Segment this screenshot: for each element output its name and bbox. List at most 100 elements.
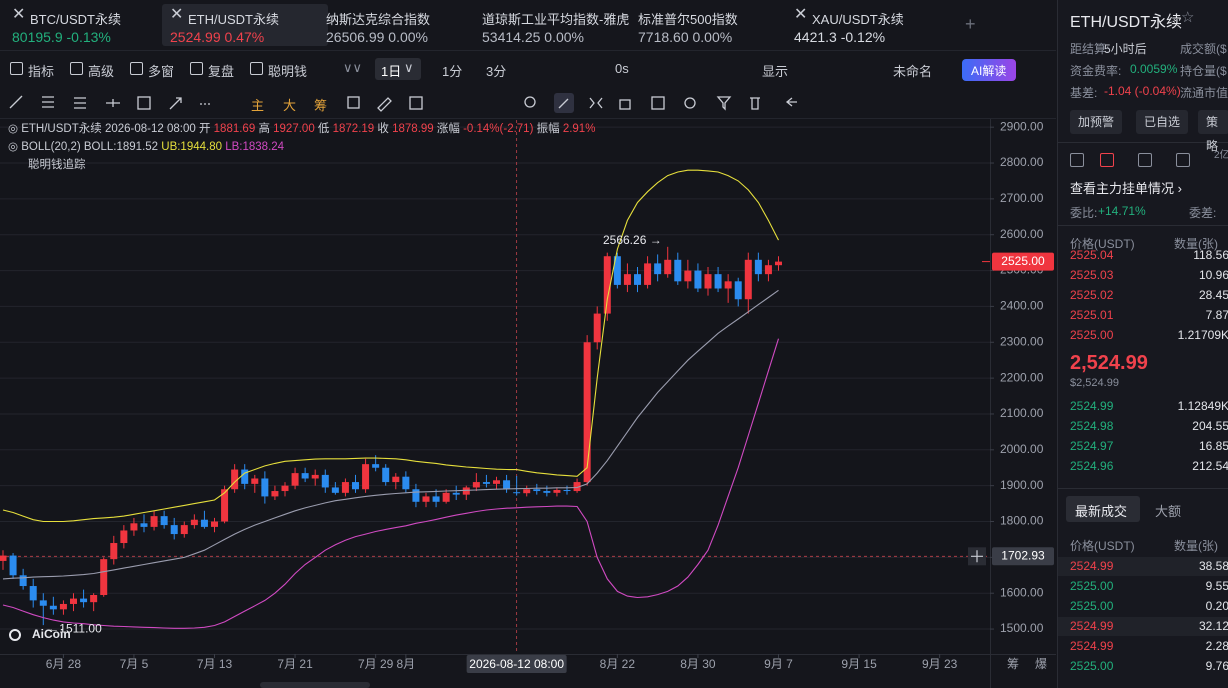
toolbar-item[interactable]: 指标 bbox=[28, 64, 55, 79]
field-value: 1878.99 bbox=[392, 123, 434, 135]
tool-rect[interactable] bbox=[137, 96, 151, 110]
panel-tab-icon[interactable] bbox=[1070, 153, 1084, 167]
tool-filter[interactable] bbox=[716, 96, 732, 111]
scrollbar[interactable] bbox=[260, 682, 370, 688]
ticker[interactable]: 纳斯达克综合指数 26506.99 0.00% bbox=[318, 4, 480, 46]
tool-a[interactable] bbox=[347, 96, 360, 109]
candle-body bbox=[271, 491, 279, 497]
ticker-price: 4421.3 -0.12% bbox=[794, 29, 885, 45]
field-label: 开 bbox=[198, 123, 211, 135]
ratio-value: +14.71% bbox=[1098, 204, 1146, 218]
trade-price: 2525.00 bbox=[1070, 659, 1114, 673]
layout-name[interactable]: 未命名 bbox=[893, 64, 933, 79]
candle-body bbox=[341, 482, 349, 493]
candle-body bbox=[754, 259, 762, 275]
drawing-tool[interactable]: 主 bbox=[251, 98, 265, 113]
interval[interactable]: 3分 bbox=[486, 64, 507, 79]
ask-row-qty: 10.96 bbox=[1198, 268, 1228, 282]
y-tick-label: 2200.00 bbox=[1000, 370, 1044, 384]
y-tick-label: 2100.00 bbox=[1000, 406, 1044, 420]
candle-body bbox=[362, 464, 370, 490]
ask-row-price: 2525.00 bbox=[1070, 328, 1114, 342]
trade-tab[interactable]: 大额 bbox=[1155, 504, 1182, 519]
tool-pen[interactable] bbox=[558, 98, 569, 109]
ticker-change: 0.00% bbox=[388, 29, 428, 45]
tool-e[interactable] bbox=[651, 96, 665, 110]
candle-body bbox=[513, 492, 521, 494]
interval[interactable]: 1日 bbox=[381, 64, 402, 79]
indicator-value: UB:1944.80 bbox=[161, 141, 223, 153]
trade-qty: 2.28 bbox=[1205, 639, 1228, 653]
tool-lines[interactable] bbox=[42, 96, 54, 108]
x-tick-label: 8月 bbox=[397, 657, 416, 671]
ticker[interactable]: 标准普尔500指数 7718.60 0.00% bbox=[630, 4, 792, 46]
candle-body bbox=[412, 489, 420, 502]
ticker-change: -0.12% bbox=[840, 29, 886, 45]
tool-c[interactable] bbox=[409, 96, 423, 110]
candle-body bbox=[593, 313, 601, 343]
candle-body bbox=[19, 575, 27, 587]
trade-qty: 32.12 bbox=[1198, 619, 1228, 633]
toolbar-item[interactable]: 复盘 bbox=[208, 64, 235, 79]
tool-d[interactable] bbox=[589, 97, 603, 109]
watermark: AiCoin bbox=[32, 627, 71, 641]
candle-body bbox=[462, 487, 470, 495]
add-ticker[interactable]: + bbox=[965, 14, 976, 34]
tool-fib[interactable] bbox=[74, 97, 86, 109]
tool-b[interactable] bbox=[377, 97, 392, 112]
candle-body bbox=[533, 489, 541, 492]
drawing-tool[interactable]: 筹 bbox=[314, 98, 328, 113]
y-tick-label: 1500.00 bbox=[1000, 621, 1044, 635]
interval[interactable]: 1分 bbox=[442, 64, 463, 79]
tool-hline[interactable] bbox=[106, 99, 120, 107]
toolbar-item[interactable]: 多窗 bbox=[148, 64, 175, 79]
bid-row: 2524.96 212.54 bbox=[1070, 457, 1228, 476]
ticker-symbol: 标准普尔500指数 bbox=[638, 12, 738, 27]
tool-magnet[interactable] bbox=[684, 97, 696, 109]
ai-button[interactable]: AI解读 bbox=[971, 64, 1007, 78]
timer: 0s bbox=[615, 61, 629, 76]
trade-header: 价格(USDT) bbox=[1070, 539, 1135, 553]
chart-legend: ◎ ETH/USDT永续 2026-08-12 08:00 开 1881.69 … bbox=[8, 120, 595, 174]
ticker[interactable]: ✕ ETH/USDT永续 2524.99 0.47% bbox=[162, 4, 328, 46]
watermark-icon bbox=[9, 629, 21, 641]
symbol: ETH/USDT永续 bbox=[21, 123, 102, 135]
extreme-label: ←1511.00 bbox=[47, 621, 102, 635]
trade-price: 2524.99 bbox=[1070, 639, 1114, 653]
panel-button[interactable]: 已自选 bbox=[1136, 110, 1189, 134]
tool-arrow[interactable] bbox=[169, 97, 182, 110]
ticker[interactable]: 道琼斯工业平均指数-雅虎 53414.25 0.00% bbox=[474, 4, 636, 46]
panel-button[interactable]: 策略 bbox=[1198, 110, 1228, 153]
ai-button-bg[interactable] bbox=[962, 59, 1016, 81]
interval-caret: ∨ bbox=[404, 60, 414, 75]
tool-trend[interactable] bbox=[9, 95, 23, 109]
ticker[interactable]: ✕ BTC/USDT永续 80195.9 -0.13% bbox=[4, 4, 166, 46]
toolbar-more[interactable]: ∨∨ bbox=[343, 60, 363, 75]
tool-lock[interactable] bbox=[619, 99, 631, 110]
candle-body bbox=[553, 489, 561, 493]
bid-row-price: 2524.96 bbox=[1070, 459, 1114, 473]
trade-tab[interactable]: 最新成交 bbox=[1075, 504, 1128, 519]
ticker-last: 26506.99 bbox=[326, 29, 385, 45]
panel-tab-icon[interactable] bbox=[1100, 153, 1114, 167]
panel-tab-icon[interactable] bbox=[1138, 153, 1152, 167]
toolbar-item[interactable]: 高级 bbox=[88, 64, 115, 79]
main-orders-link[interactable]: 查看主力挂单情况 › bbox=[1070, 181, 1182, 196]
panel-tab-icon[interactable] bbox=[1176, 153, 1190, 167]
ticker[interactable]: ✕ XAU/USDT永续 4421.3 -0.12% bbox=[786, 4, 948, 46]
toolbar-icon bbox=[130, 62, 143, 75]
ticker-symbol: XAU/USDT永续 bbox=[812, 12, 904, 27]
tool-undo[interactable] bbox=[785, 97, 797, 107]
field-label: 涨幅 bbox=[436, 123, 460, 135]
field-value: 1927.00 bbox=[273, 123, 315, 135]
x-tick-label: 7月 13 bbox=[197, 657, 233, 671]
panel-button[interactable]: 加预警 bbox=[1070, 110, 1123, 134]
drawing-tool[interactable]: 大 bbox=[283, 98, 297, 113]
ticker-last: 53414.25 bbox=[482, 29, 541, 45]
favorite-star[interactable]: ☆ bbox=[1181, 9, 1195, 26]
tool-zoom[interactable] bbox=[524, 96, 536, 108]
toolbar-item[interactable]: 聪明钱 bbox=[268, 64, 308, 79]
display-toggle[interactable]: 显示 bbox=[762, 64, 789, 79]
crosshair-y-label: 1702.93 bbox=[1001, 548, 1045, 562]
tool-delete[interactable] bbox=[750, 97, 760, 110]
